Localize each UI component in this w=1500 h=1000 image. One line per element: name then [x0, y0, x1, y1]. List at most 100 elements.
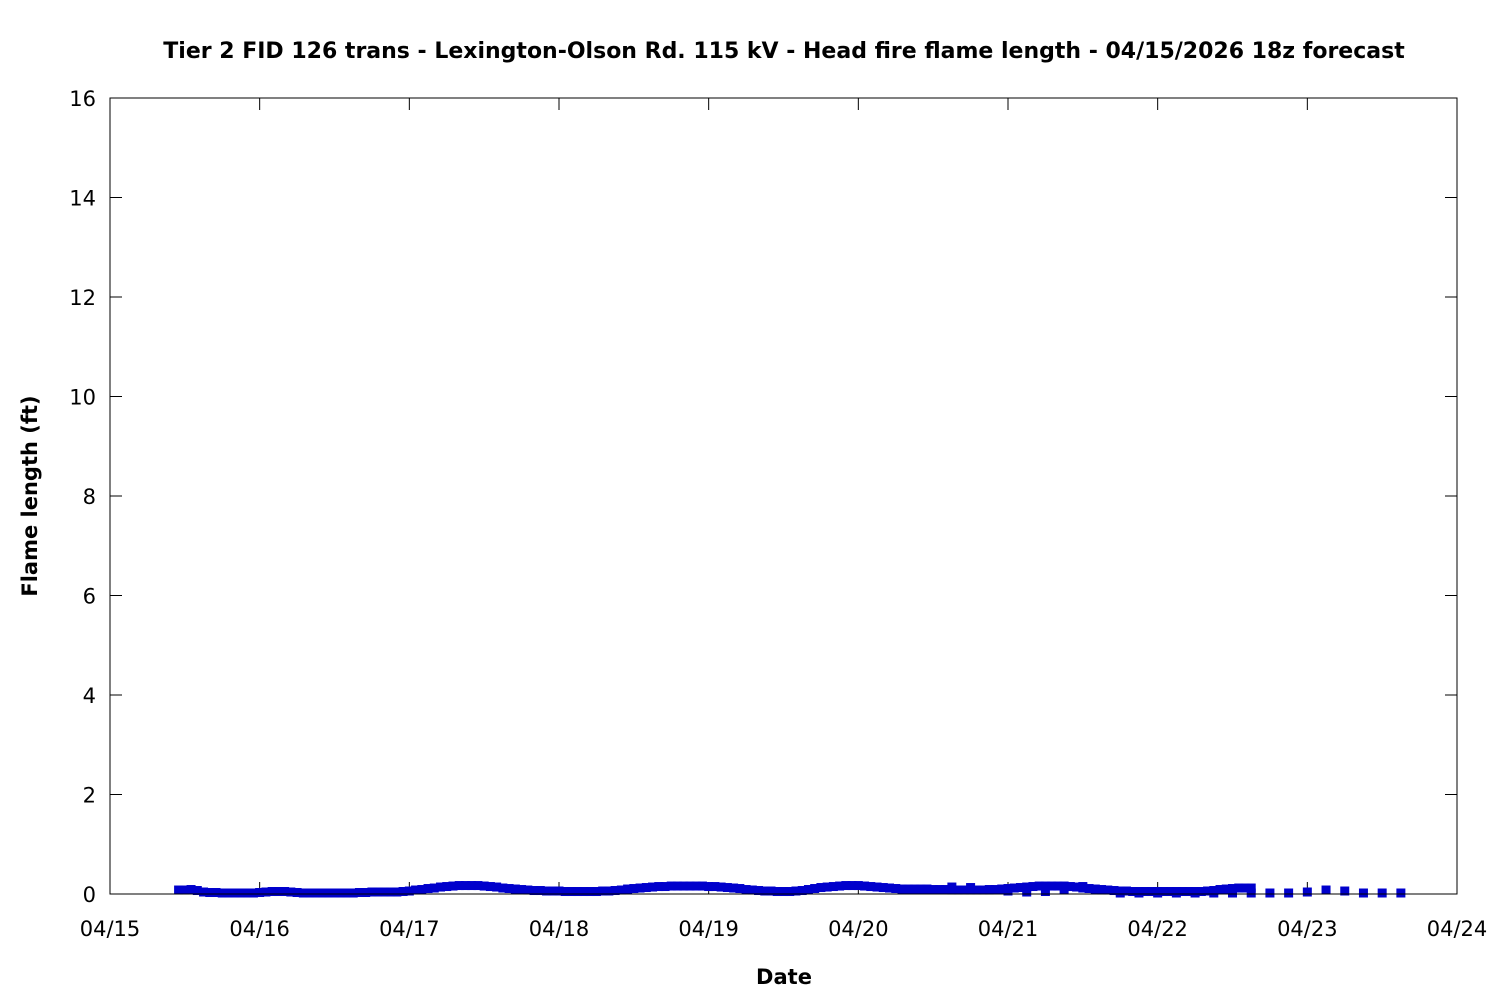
- data-point: [641, 883, 651, 893]
- data-point: [629, 884, 639, 894]
- data-point: [803, 885, 813, 895]
- data-point: [822, 882, 832, 892]
- x-tick-label: 04/19: [678, 917, 739, 941]
- data-point: [791, 886, 801, 896]
- data-point: [654, 882, 664, 892]
- data-point: [311, 888, 321, 898]
- data-point: [517, 885, 527, 895]
- data-point: [217, 888, 227, 898]
- data-point: [1047, 881, 1057, 891]
- data-point: [591, 887, 601, 897]
- data-point: [1246, 888, 1256, 898]
- data-point: [292, 888, 302, 898]
- data-point: [928, 885, 938, 895]
- data-point: [978, 885, 988, 895]
- data-point: [298, 888, 308, 898]
- data-point: [1284, 888, 1294, 898]
- data-point: [616, 885, 626, 895]
- data-point: [866, 882, 876, 892]
- data-point: [860, 881, 870, 891]
- data-point: [448, 881, 458, 891]
- data-point: [548, 886, 558, 896]
- y-tick-label: 12: [69, 286, 96, 310]
- x-tick-label: 04/18: [529, 917, 590, 941]
- data-point: [1146, 887, 1156, 897]
- x-axis-title: Date: [756, 965, 812, 989]
- data-point: [797, 886, 807, 896]
- data-point: [242, 888, 252, 898]
- data-point: [342, 888, 352, 898]
- data-point: [754, 886, 764, 896]
- data-point: [317, 888, 327, 898]
- data-point: [853, 881, 863, 891]
- data-point: [1109, 886, 1119, 896]
- data-point: [741, 885, 751, 895]
- data-point: [1240, 883, 1250, 893]
- data-point: [1059, 885, 1069, 895]
- data-point: [847, 881, 857, 891]
- data-point: [236, 888, 246, 898]
- data-point: [554, 886, 564, 896]
- data-point: [966, 883, 976, 893]
- data-point: [336, 888, 346, 898]
- data-point: [1097, 885, 1107, 895]
- data-point: [1134, 888, 1144, 898]
- data-point: [878, 883, 888, 893]
- data-point: [984, 885, 994, 895]
- data-point: [1159, 887, 1169, 897]
- data-point: [367, 887, 377, 897]
- data-point: [255, 888, 265, 898]
- data-point: [199, 887, 209, 897]
- data-point: [716, 882, 726, 892]
- data-point: [604, 886, 614, 896]
- data-point: [947, 882, 957, 892]
- data-point: [529, 886, 539, 896]
- data-point: [174, 885, 184, 895]
- data-point: [267, 887, 277, 897]
- data-point: [411, 885, 421, 895]
- data-point: [1178, 887, 1188, 897]
- data-point: [423, 884, 433, 894]
- data-point: [729, 883, 739, 893]
- data-point: [941, 885, 951, 895]
- y-tick-label: 14: [69, 187, 96, 211]
- data-point: [648, 882, 658, 892]
- data-point: [479, 881, 489, 891]
- data-point: [1358, 888, 1368, 898]
- data-point: [772, 887, 782, 897]
- data-point: [560, 887, 570, 897]
- data-point: [735, 884, 745, 894]
- chart-title: Tier 2 FID 126 trans - Lexington-Olson R…: [163, 39, 1405, 64]
- data-point: [248, 888, 258, 898]
- data-point: [1015, 883, 1025, 893]
- data-point: [722, 883, 732, 893]
- data-point: [542, 886, 552, 896]
- data-point: [1203, 886, 1213, 896]
- data-point: [429, 883, 439, 893]
- data-point: [1153, 888, 1163, 898]
- data-point: [323, 888, 333, 898]
- data-point: [779, 887, 788, 897]
- x-tick-label: 04/23: [1277, 917, 1338, 941]
- data-point: [273, 887, 283, 897]
- data-point: [1078, 882, 1088, 892]
- data-point: [1003, 886, 1013, 896]
- data-point: [1009, 883, 1019, 893]
- data-point: [1028, 882, 1038, 892]
- data-point: [766, 886, 776, 896]
- data-point: [436, 882, 446, 892]
- data-point: [1396, 888, 1406, 898]
- axis-tick-labels: 04/15 04/16 04/17 04/18 04/19 04/20 04/21 04/22…: [69, 87, 1487, 941]
- data-point: [1040, 887, 1050, 897]
- data-point: [467, 881, 477, 891]
- data-point: [959, 885, 969, 895]
- data-point: [672, 881, 682, 891]
- data-point: [922, 884, 932, 894]
- data-point: [635, 883, 645, 893]
- y-tick-label: 6: [83, 585, 96, 609]
- data-point: [685, 881, 695, 891]
- data-point: [704, 882, 714, 892]
- data-point: [417, 885, 427, 895]
- x-tick-label: 04/21: [978, 917, 1039, 941]
- data-point: [1321, 885, 1331, 895]
